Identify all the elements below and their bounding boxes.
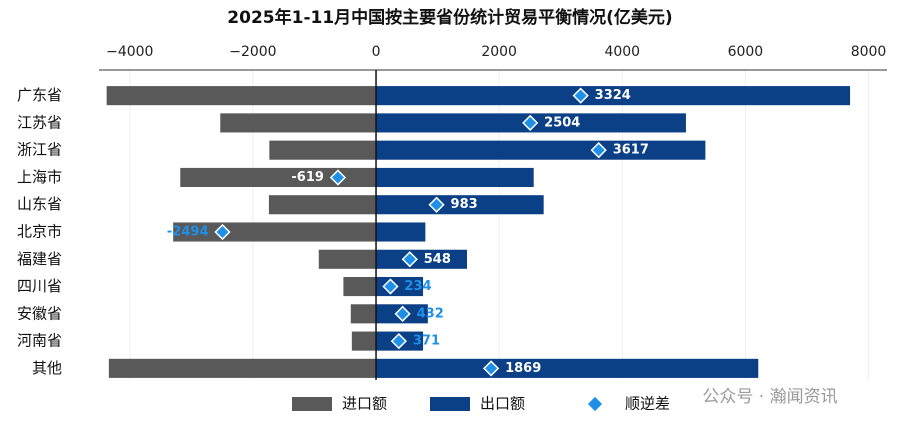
value-label: 432 xyxy=(417,306,444,321)
diamond-marker xyxy=(572,87,589,104)
diamond-marker xyxy=(329,169,347,186)
legend-label: 顺逆差 xyxy=(625,395,670,413)
x-tick-label: 6000 xyxy=(728,44,764,60)
bar xyxy=(343,277,377,297)
x-tick-label: −4000 xyxy=(106,44,153,60)
bar xyxy=(376,195,544,215)
legend-label: 进口额 xyxy=(342,395,387,413)
diamond-marker xyxy=(382,278,399,295)
bar xyxy=(376,167,534,187)
category-label: 安徽省 xyxy=(17,304,62,322)
category-label: 上海市 xyxy=(17,168,62,186)
bar xyxy=(376,358,759,378)
legend-swatch xyxy=(430,397,470,411)
bar xyxy=(351,331,377,351)
value-label: 548 xyxy=(424,252,451,267)
bar xyxy=(350,304,377,324)
x-tick-label: 8000 xyxy=(851,44,887,60)
diamond-marker xyxy=(401,251,418,268)
category-label: 江苏省 xyxy=(17,113,62,131)
category-label: 北京市 xyxy=(17,223,62,241)
diamond-marker xyxy=(428,196,445,213)
diamond-marker xyxy=(522,114,539,132)
category-label: 四川省 xyxy=(17,277,62,295)
x-tick-label: −2000 xyxy=(229,44,276,60)
category-label: 其他 xyxy=(32,359,62,377)
bar xyxy=(269,140,377,160)
chart-title: 2025年1-11月中国按主要省份统计贸易平衡情况(亿美元) xyxy=(227,7,672,28)
category-label: 浙江省 xyxy=(17,141,62,159)
bar xyxy=(318,249,377,269)
category-label: 山东省 xyxy=(17,195,62,213)
bar xyxy=(376,140,706,160)
value-label: 234 xyxy=(404,279,431,294)
diamond-marker xyxy=(482,360,500,377)
category-label: 福建省 xyxy=(17,250,62,268)
value-label: 983 xyxy=(451,197,478,212)
value-label: 371 xyxy=(413,334,440,349)
legend-label: 出口额 xyxy=(480,395,525,413)
value-label: 1869 xyxy=(505,361,541,376)
value-label: -619 xyxy=(291,170,324,185)
bar xyxy=(220,113,377,133)
value-label: -2494 xyxy=(167,225,209,240)
x-tick-label: 4000 xyxy=(604,44,640,60)
bar xyxy=(268,195,377,215)
value-label: 2504 xyxy=(544,115,580,130)
diamond-marker xyxy=(394,305,411,322)
value-label: 3617 xyxy=(613,143,649,158)
value-label: 3324 xyxy=(595,88,631,103)
bar xyxy=(106,86,377,106)
watermark: 公众号 · 瀚闻资讯 xyxy=(702,387,837,407)
x-tick-label: 0 xyxy=(372,44,381,60)
diamond-marker xyxy=(390,332,408,350)
x-tick-label: 2000 xyxy=(481,44,517,60)
bar xyxy=(376,222,426,242)
bar xyxy=(376,249,468,269)
bar xyxy=(108,358,377,378)
legend-swatch xyxy=(292,397,332,411)
bar xyxy=(376,86,851,106)
bar xyxy=(180,167,377,187)
category-label: 广东省 xyxy=(17,86,62,104)
category-label: 河南省 xyxy=(17,332,62,350)
diamond-marker xyxy=(590,142,607,159)
legend-swatch xyxy=(587,396,603,412)
diamond-marker xyxy=(214,223,231,241)
